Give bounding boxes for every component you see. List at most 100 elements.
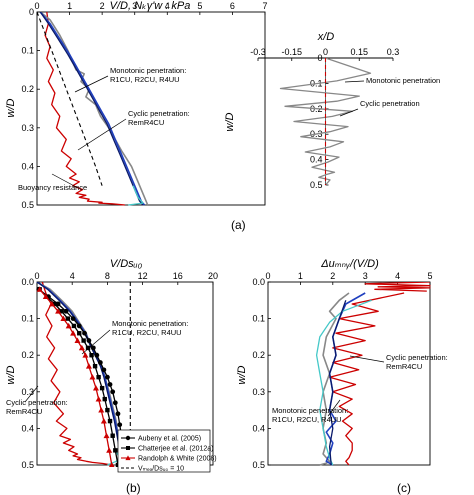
x-tick-label: 3	[363, 271, 368, 281]
point-randolph	[48, 300, 55, 307]
x-tick-label: -0.15	[281, 47, 302, 57]
point-randolph	[60, 315, 67, 321]
x-tick-label: 16	[173, 271, 183, 281]
y-tick-label: 0.0	[252, 277, 265, 287]
annotation-text: Monotonic penetration:	[272, 406, 348, 415]
x-axis-label: x/D	[317, 31, 335, 43]
point-randolph	[55, 308, 62, 314]
legend-marker	[125, 435, 131, 441]
x-tick-label: 4	[395, 271, 400, 281]
legend-marker	[125, 455, 131, 461]
panel-c-chart: 0 1 2 3 4 5 0.0 0.1 0.2 0.3 0.4 0.5 Δuₘₙᵧ/(V/D) w/D Cy…	[236, 258, 448, 470]
point-chatterjee	[71, 323, 77, 329]
point-aubeny	[90, 345, 96, 351]
series-line-cyan	[128, 185, 144, 206]
point-chatterjee	[102, 396, 107, 402]
x-tick-label: 2	[100, 1, 105, 11]
legend-label: Vₘₑₔ/Dsᵤ₀ = 10	[138, 466, 184, 473]
x-axis-label: Δuₘₙᵧ/(V/D)	[320, 258, 379, 270]
point-aubeny	[101, 367, 107, 373]
point-chatterjee	[59, 309, 64, 314]
x-tick-label: 7	[262, 1, 267, 11]
point-chatterjee	[85, 345, 91, 351]
panel-a-inset-chart: -0.3 -0.15 0 0.15 0.300.10.20.30.40.5x/Dw/DM…	[224, 31, 440, 190]
legend-label: Chatterjee et al. (2012a)	[138, 446, 214, 453]
y-tick-label: 0.2	[252, 350, 265, 360]
point-aubeny	[112, 400, 118, 406]
series-line-cyclic	[44, 12, 125, 206]
point-randolph	[42, 293, 49, 300]
point-randolph	[92, 385, 99, 391]
series-line-spike	[364, 282, 431, 292]
point-chatterjee	[52, 301, 57, 307]
panel-a-chart: 0 1 2 3 4 5 6 7 0 0.1 0.2 0.3 0.4 0.5 V/D, Nₖγ'w : kPa…	[5, 0, 268, 210]
series-line-navy	[328, 300, 347, 466]
y-tick-label: 0.1	[21, 314, 34, 324]
annotation-leader	[74, 75, 109, 93]
series-group	[36, 12, 149, 206]
annotation-text: RemR4CU	[386, 362, 422, 371]
y-tick-label: 0.0	[21, 277, 34, 287]
point-aubeny	[105, 374, 110, 380]
y-tick-label: 0.5	[21, 200, 34, 210]
x-tick-label: 8	[105, 271, 110, 281]
series-line-buoyancy	[36, 12, 103, 186]
annotation-leader	[349, 355, 385, 363]
annotation-text: Monotonic penetration:	[110, 66, 186, 75]
legend-marker	[126, 446, 130, 450]
y-axis-label: w/D	[5, 365, 17, 384]
point-aubeny	[86, 338, 92, 343]
point-randolph	[106, 447, 113, 453]
point-randolph	[100, 418, 107, 424]
annotation-leader	[51, 173, 79, 189]
point-randolph	[74, 337, 81, 343]
y-tick-label: 0.5	[21, 460, 34, 470]
y-tick-label: 0.2	[21, 350, 34, 360]
point-randolph	[95, 396, 102, 402]
point-aubeny	[115, 411, 121, 417]
series-line-blue	[325, 292, 366, 466]
annotation-text: RemR4CU	[6, 407, 42, 416]
annotation-leader	[77, 118, 127, 151]
x-tick-label: 0	[323, 47, 328, 57]
annotation-leader	[344, 80, 365, 83]
x-tick-label: -0.3	[250, 47, 266, 57]
panel-label-c: (c)	[397, 481, 411, 495]
series-group	[36, 282, 131, 467]
y-axis-label: w/D	[224, 112, 236, 131]
y-axis-label: w/D	[236, 365, 248, 384]
x-tick-label: 5	[197, 1, 202, 11]
x-tick-label: 4	[70, 271, 75, 281]
annotation-text: Monotonic penetration	[366, 76, 440, 85]
point-aubeny	[82, 330, 87, 336]
y-tick-label: 0.4	[21, 161, 34, 171]
x-tick-label: 0.15	[350, 47, 368, 57]
y-tick-label: 0.3	[252, 387, 265, 397]
series-line-blue	[36, 282, 124, 466]
annotation-leader	[339, 108, 359, 117]
y-tick-label: 0.1	[21, 46, 34, 56]
legend-label: Randolph & White (2008)	[138, 456, 217, 463]
point-chatterjee	[113, 448, 118, 453]
point-chatterjee	[65, 316, 70, 321]
series-line-sway	[279, 58, 372, 186]
point-aubeny	[110, 389, 116, 395]
annotation-text: Buoyancy resistance	[18, 183, 87, 192]
point-aubeny	[107, 382, 113, 387]
point-chatterjee	[110, 433, 115, 438]
x-tick-label: 0	[265, 271, 270, 281]
annotation-text: Cyclic penetration:	[386, 353, 448, 362]
annotation-text: Monotonic penetration:	[112, 319, 188, 328]
x-tick-label: 3	[132, 1, 137, 11]
series-group	[315, 282, 431, 466]
point-aubeny	[97, 360, 103, 365]
point-randolph	[103, 432, 110, 439]
series-line-cyclic	[41, 282, 112, 466]
point-randolph	[36, 286, 43, 292]
x-axis-label: V/Dsᵤ₀	[110, 258, 143, 270]
x-tick-label: 20	[208, 271, 218, 281]
point-aubeny	[55, 301, 61, 307]
y-tick-label: 0.4	[21, 423, 34, 433]
panel-label-a: (a)	[231, 218, 246, 232]
